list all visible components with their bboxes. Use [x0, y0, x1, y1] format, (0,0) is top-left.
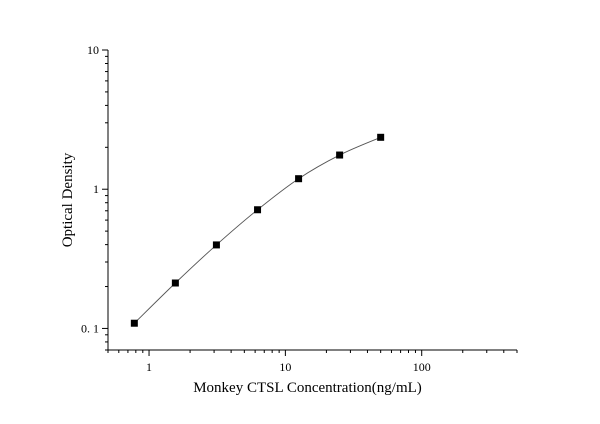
data-point [212, 241, 220, 249]
y-tick-label: 10 [87, 43, 99, 57]
y-tick-label: 0. 1 [81, 321, 99, 335]
data-point [254, 206, 262, 214]
data-point [377, 133, 385, 141]
fit-curve [134, 136, 381, 324]
x-axis-label: Monkey CTSL Concentration(ng/mL) [193, 380, 422, 396]
data-point [336, 151, 344, 159]
y-tick-label: 1 [93, 182, 99, 196]
data-point [130, 319, 138, 327]
x-tick-label: 1 [146, 360, 152, 374]
axes [107, 50, 517, 351]
x-tick-label: 100 [413, 360, 431, 374]
data-point [171, 279, 179, 287]
data-point [295, 175, 303, 183]
ticks: 1 10 100 0. 1 1 10 [81, 43, 518, 374]
data-points [130, 133, 385, 327]
x-tick-label: 10 [279, 360, 291, 374]
y-axis-label: Optical Density [60, 152, 76, 247]
